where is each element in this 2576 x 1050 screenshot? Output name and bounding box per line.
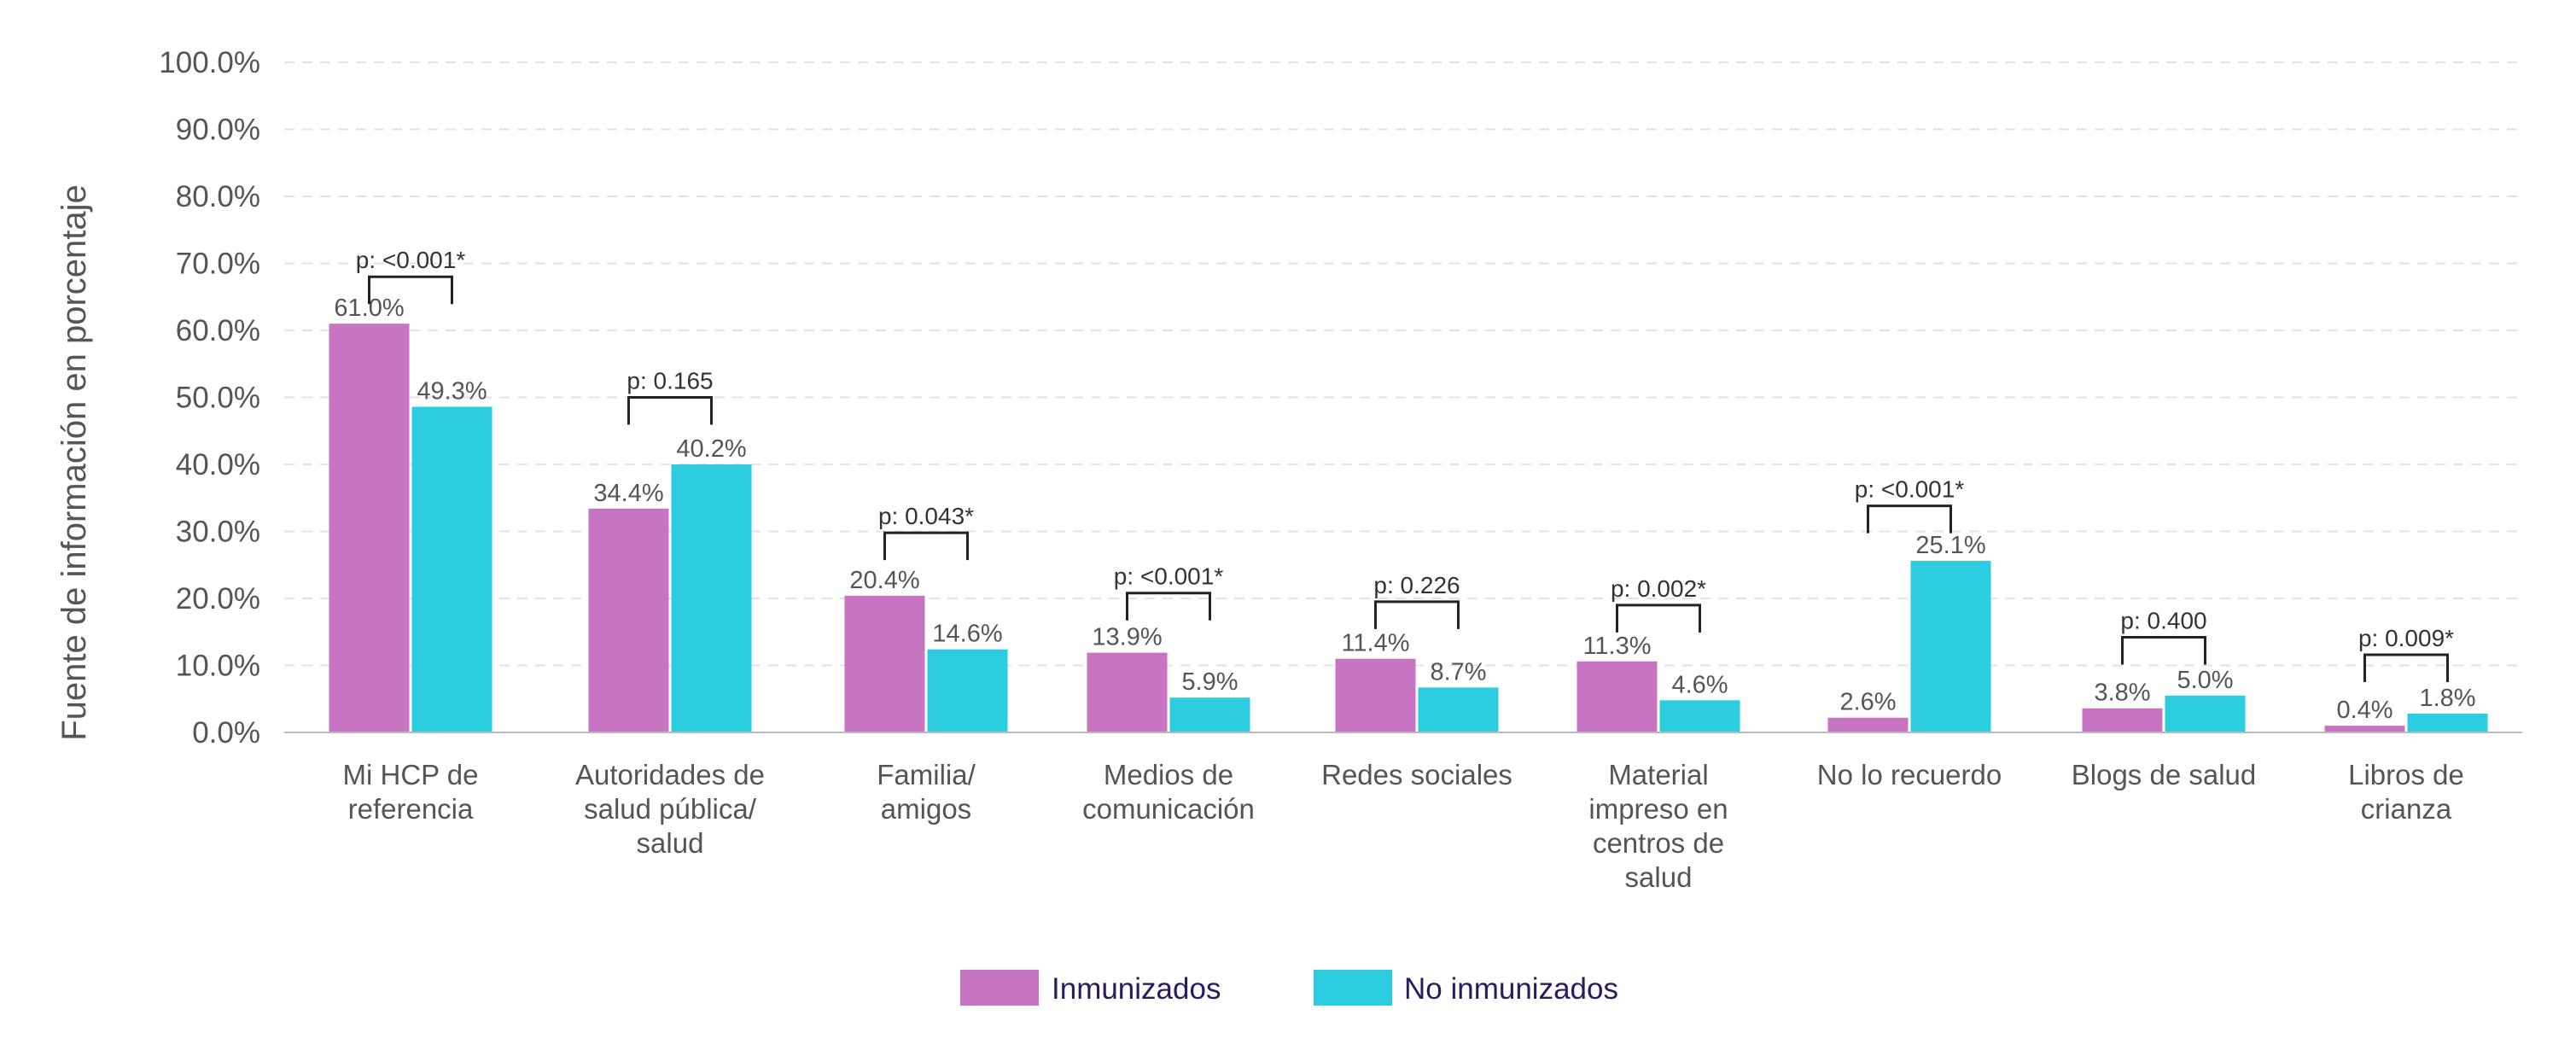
- y-tick-label: 0.0%: [192, 716, 260, 750]
- y-tick-label: 20.0%: [176, 582, 260, 615]
- data-label: 25.1%: [1915, 532, 1985, 559]
- p-value-label: p: 0.226: [1373, 572, 1460, 598]
- legend-label: Inmunizados: [1052, 972, 1221, 1006]
- y-tick-label: 90.0%: [176, 114, 260, 147]
- category-label: Redes sociales: [1321, 759, 1512, 790]
- bar-no-inmunizados: [1418, 687, 1499, 732]
- p-value-label: p: <0.001*: [1855, 476, 1965, 503]
- data-label: 5.9%: [1181, 668, 1238, 696]
- bar-inmunizados: [2082, 708, 2163, 732]
- bar-no-inmunizados: [1169, 697, 1250, 732]
- data-label: 11.3%: [1582, 633, 1651, 660]
- significance-bracket: [627, 396, 713, 425]
- y-tick-label: 40.0%: [176, 448, 260, 481]
- y-tick-label: 50.0%: [176, 382, 260, 415]
- y-tick-label: 70.0%: [176, 248, 260, 281]
- significance-bracket: [368, 275, 453, 305]
- data-label: 13.9%: [1092, 624, 1162, 651]
- bar-no-inmunizados: [927, 649, 1008, 732]
- bar-no-inmunizados: [1659, 700, 1740, 732]
- bar-inmunizados: [588, 508, 669, 732]
- bar-no-inmunizados: [671, 464, 752, 732]
- data-label: 1.8%: [2419, 685, 2475, 712]
- significance-bracket: [1867, 505, 1952, 534]
- y-tick-label: 10.0%: [176, 650, 260, 683]
- data-labels: 61.0%34.4%20.4%13.9% 11.4% 11.3%2.6% 3.8%0.…: [334, 295, 2475, 724]
- y-axis-ticks: 0.0% 10.0% 20.0% 30.0% 40.0% 50.0% 60.0% 70.0% 8…: [159, 46, 260, 750]
- x-axis-categories: Mi HCP de referencia Autoridades de salud p…: [343, 759, 2464, 893]
- bar-no-inmunizados: [2165, 695, 2246, 732]
- bar-inmunizados: [1576, 661, 1658, 732]
- significance-bracket: [2363, 653, 2449, 682]
- legend-swatch: [960, 970, 1039, 1006]
- legend-label: No inmunizados: [1404, 972, 1618, 1006]
- data-label: 34.4%: [593, 480, 663, 507]
- bar-inmunizados: [1827, 717, 1909, 732]
- bar-inmunizados: [844, 595, 925, 732]
- p-value-label: p: 0.043*: [878, 503, 974, 529]
- y-tick-label: 30.0%: [176, 516, 260, 549]
- bar-no-inmunizados: [1910, 561, 1991, 732]
- bar-inmunizados: [2324, 726, 2405, 732]
- y-axis-label: Fuente de información en porcentaje: [55, 184, 93, 741]
- data-label: 11.4%: [1341, 630, 1409, 657]
- bar-inmunizados: [329, 324, 410, 732]
- data-label: 5.0%: [2177, 667, 2233, 694]
- y-tick-label: 80.0%: [176, 180, 260, 213]
- category-label: Blogs de salud: [2072, 759, 2256, 790]
- significance-bracket: [1126, 592, 1211, 621]
- significance-bracket: [1374, 600, 1460, 629]
- gridlines: [284, 61, 2522, 667]
- p-value-label: p: <0.001*: [356, 247, 466, 273]
- significance-bracket: [883, 531, 969, 561]
- legend: Inmunizados No inmunizados: [960, 970, 1618, 1006]
- category-label: Autoridades de salud pública/salud: [575, 759, 765, 859]
- category-label: Libros de crianza: [2348, 759, 2464, 825]
- bar-no-inmunizados: [2407, 714, 2488, 732]
- category-label: Familia/amigos: [877, 759, 976, 825]
- data-label: 49.3%: [417, 377, 487, 405]
- data-label: 40.2%: [676, 435, 746, 463]
- y-tick-label: 60.0%: [176, 314, 260, 347]
- bar-inmunizados: [1335, 658, 1416, 732]
- p-value-label: p: 0.002*: [1611, 575, 1706, 602]
- data-label: 8.7%: [1430, 658, 1486, 685]
- category-label: Mi HCP de referencia: [343, 759, 479, 825]
- category-label: Medios de comunicación: [1082, 759, 1255, 825]
- bars: [329, 324, 2488, 732]
- data-label: 2.6%: [1839, 689, 1896, 716]
- category-label: Material impreso en centros de salud: [1588, 759, 1728, 893]
- significance-bracket: [2121, 636, 2206, 665]
- p-value-label: p: 0.400: [2120, 608, 2206, 634]
- data-label: 3.8%: [2094, 680, 2150, 707]
- p-value-label: p: <0.001*: [1114, 563, 1224, 590]
- significance-bracket: [1616, 604, 1701, 633]
- bar-no-inmunizados: [411, 406, 492, 732]
- data-label: 4.6%: [1671, 671, 1728, 698]
- data-label: 14.6%: [932, 621, 1002, 648]
- y-tick-label: 100.0%: [159, 46, 260, 79]
- legend-swatch: [1314, 970, 1392, 1006]
- data-label: 0.4%: [2336, 697, 2392, 724]
- p-value-annotations: p: <0.001* p: 0.165 p: 0.043* p: <0.001* p: …: [356, 247, 2454, 682]
- category-label: No lo recuerdo: [1817, 759, 2002, 790]
- p-value-label: p: 0.009*: [2358, 625, 2454, 651]
- data-label: 20.4%: [849, 567, 919, 594]
- p-value-label: p: 0.165: [627, 368, 713, 394]
- bar-inmunizados: [1087, 652, 1168, 732]
